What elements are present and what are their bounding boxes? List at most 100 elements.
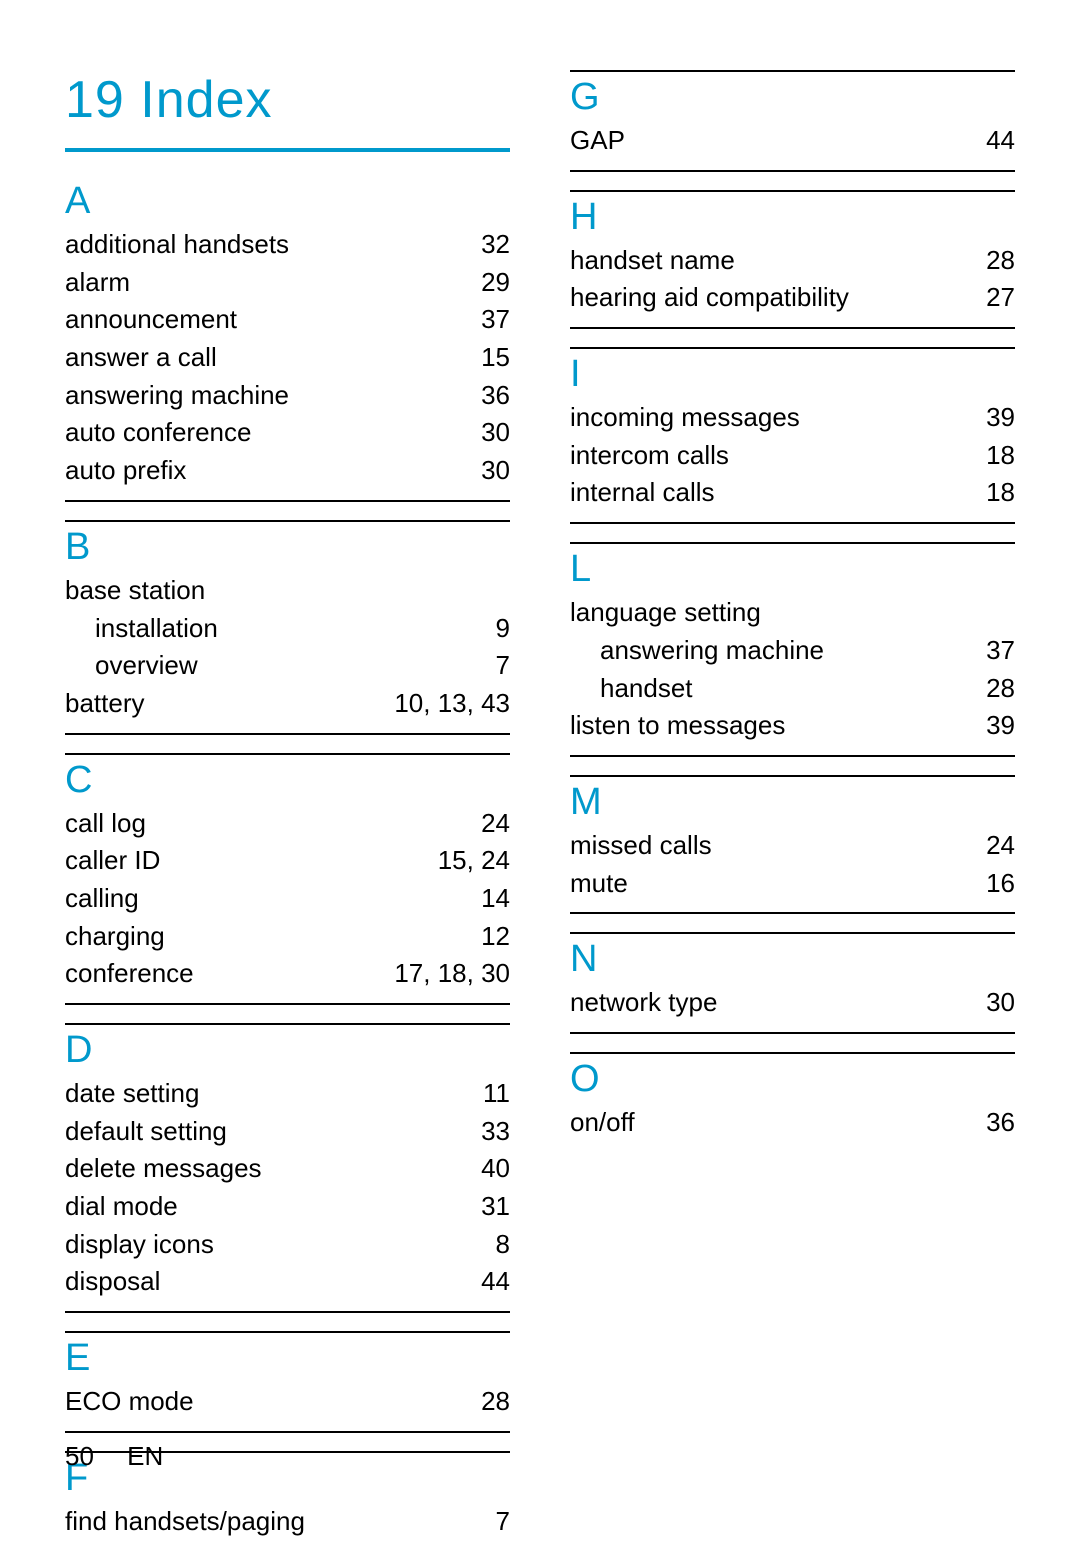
index-entry: base station xyxy=(65,572,510,610)
index-term: alarm xyxy=(65,264,130,302)
section-top-rule xyxy=(570,775,1015,777)
index-section-d: Ddate setting11default setting33delete m… xyxy=(65,1023,510,1313)
index-term: battery xyxy=(65,685,145,723)
index-entry: dial mode31 xyxy=(65,1188,510,1226)
index-entry: intercom calls 18 xyxy=(570,437,1015,475)
section-letter: A xyxy=(65,182,510,220)
index-entry: conference17, 18, 30 xyxy=(65,955,510,993)
index-term: on/off xyxy=(570,1104,635,1142)
index-page: 37 xyxy=(986,632,1015,670)
index-entry: ECO mode28 xyxy=(65,1383,510,1421)
index-page: 33 xyxy=(481,1113,510,1151)
index-term: additional handsets xyxy=(65,226,289,264)
index-entry: call log24 xyxy=(65,805,510,843)
index-entry: delete messages40 xyxy=(65,1150,510,1188)
section-letter: L xyxy=(570,550,1015,588)
index-entry: caller ID15, 24 xyxy=(65,842,510,880)
index-term: language setting xyxy=(570,594,761,632)
index-entry: handset28 xyxy=(570,670,1015,708)
index-entry: mute 16 xyxy=(570,865,1015,903)
index-entry: answering machine36 xyxy=(65,377,510,415)
index-term: intercom calls xyxy=(570,437,729,475)
index-section-n: Nnetwork type 30 xyxy=(570,932,1015,1034)
index-term: auto prefix xyxy=(65,452,186,490)
section-letter: O xyxy=(570,1060,1015,1098)
index-page: 30 xyxy=(986,984,1015,1022)
index-term: find handsets/paging xyxy=(65,1503,305,1541)
index-term: date setting xyxy=(65,1075,199,1113)
section-top-rule xyxy=(570,347,1015,349)
index-entry: missed calls 24 xyxy=(570,827,1015,865)
index-entry: display icons8 xyxy=(65,1226,510,1264)
index-term: announcement xyxy=(65,301,237,339)
section-bottom-rule xyxy=(65,1431,510,1433)
index-page: 37 xyxy=(481,301,510,339)
section-top-rule xyxy=(65,1331,510,1333)
index-page: 31 xyxy=(481,1188,510,1226)
index-page: 12 xyxy=(481,918,510,956)
index-entry: answering machine37 xyxy=(570,632,1015,670)
index-entry: overview7 xyxy=(65,647,510,685)
index-term: auto conference xyxy=(65,414,251,452)
index-term: call log xyxy=(65,805,146,843)
index-entry: disposal44 xyxy=(65,1263,510,1301)
index-page: 24 xyxy=(986,827,1015,865)
index-page: 29 xyxy=(481,264,510,302)
section-top-rule xyxy=(65,753,510,755)
index-page: 30 xyxy=(481,452,510,490)
section-bottom-rule xyxy=(570,912,1015,914)
index-page: 18 xyxy=(986,437,1015,475)
index-page: 36 xyxy=(986,1104,1015,1142)
section-letter: E xyxy=(65,1339,510,1377)
index-entry: default setting33 xyxy=(65,1113,510,1151)
index-entry: hearing aid compatibility27 xyxy=(570,279,1015,317)
index-entry: announcement 37 xyxy=(65,301,510,339)
index-term: answer a call xyxy=(65,339,217,377)
page-title: 19 Index xyxy=(65,70,510,130)
index-entry: network type 30 xyxy=(570,984,1015,1022)
footer-page-number: 50 xyxy=(65,1441,94,1471)
index-page: 44 xyxy=(986,122,1015,160)
section-letter: N xyxy=(570,940,1015,978)
index-entry: calling14 xyxy=(65,880,510,918)
section-bottom-rule xyxy=(570,755,1015,757)
section-letter: M xyxy=(570,783,1015,821)
index-term: delete messages xyxy=(65,1150,262,1188)
section-letter: H xyxy=(570,198,1015,236)
index-term: handset name xyxy=(570,242,735,280)
index-section-h: Hhandset name28hearing aid compatibility… xyxy=(570,190,1015,329)
index-section-i: Iincoming messages39intercom calls18inte… xyxy=(570,347,1015,524)
index-page: 11 xyxy=(483,1075,510,1113)
section-letter: I xyxy=(570,355,1015,393)
index-term: display icons xyxy=(65,1226,214,1264)
page-footer: 50 EN xyxy=(65,1441,163,1472)
index-section-g: GGAP44 xyxy=(570,70,1015,172)
left-column: 19 Index Aadditional handsets32alarm29an… xyxy=(65,70,510,1549)
index-page: 32 xyxy=(481,226,510,264)
index-term: missed calls xyxy=(570,827,712,865)
section-top-rule xyxy=(65,1023,510,1025)
index-entry: answer a call15 xyxy=(65,339,510,377)
index-term: calling xyxy=(65,880,139,918)
section-bottom-rule xyxy=(570,327,1015,329)
index-section-l: Llanguage settinganswering machine37hand… xyxy=(570,542,1015,757)
section-top-rule xyxy=(570,190,1015,192)
section-top-rule xyxy=(65,520,510,522)
index-term: mute xyxy=(570,865,628,903)
section-letter: B xyxy=(65,528,510,566)
footer-language: EN xyxy=(127,1441,163,1471)
index-entry: auto prefix 30 xyxy=(65,452,510,490)
index-entry: alarm 29 xyxy=(65,264,510,302)
index-term: answering machine xyxy=(65,377,289,415)
index-page: 39 xyxy=(986,707,1015,745)
index-term: network type xyxy=(570,984,717,1022)
index-entry: GAP44 xyxy=(570,122,1015,160)
index-page: 16 xyxy=(986,865,1015,903)
index-term: disposal xyxy=(65,1263,160,1301)
section-top-rule xyxy=(570,1052,1015,1054)
index-term: ECO mode xyxy=(65,1383,194,1421)
section-bottom-rule xyxy=(570,170,1015,172)
index-entry: charging12 xyxy=(65,918,510,956)
index-entry: additional handsets 32 xyxy=(65,226,510,264)
index-term: hearing aid compatibility xyxy=(570,279,849,317)
